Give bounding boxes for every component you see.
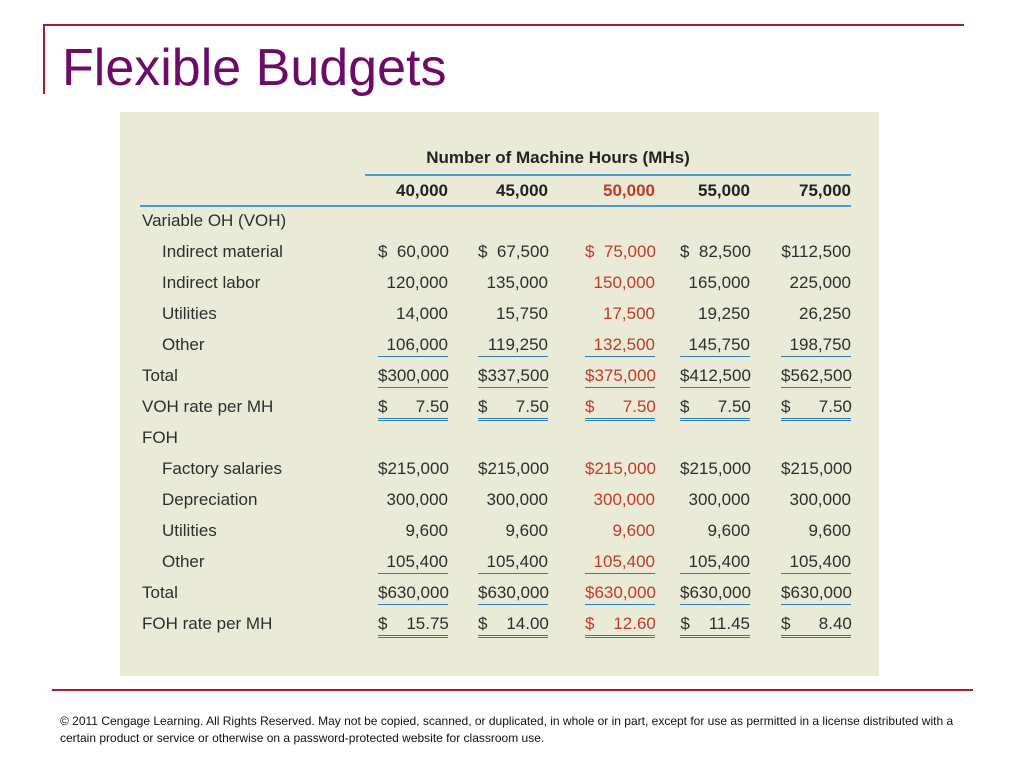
table-cell: 132,500	[585, 334, 655, 357]
row-label: Other	[162, 552, 205, 571]
table-cell: 300,000	[486, 490, 548, 509]
table-cell: 17,500	[603, 304, 655, 323]
title-left-rule	[43, 24, 45, 94]
table-cell: $ 12.60	[585, 613, 656, 638]
table-cell: $ 7.50	[478, 396, 549, 421]
table-cell: $215,000	[680, 459, 751, 478]
table-cell: 300,000	[789, 490, 851, 509]
table-cell: $375,000	[585, 365, 656, 388]
table-cell: $412,500	[680, 365, 751, 388]
table-cell: 119,250	[478, 334, 548, 357]
row-label: Other	[162, 335, 205, 354]
row-label: VOH rate per MH	[142, 397, 274, 416]
column-header: 75,000	[799, 181, 851, 200]
column-header: 40,000	[396, 181, 448, 200]
row-label: Total	[142, 366, 178, 385]
table-cell: 9,600	[707, 521, 750, 540]
table-cell: 300,000	[688, 490, 750, 509]
row-label: Variable OH (VOH)	[142, 211, 287, 230]
table-cell: $215,000	[378, 459, 449, 478]
table-cell: $562,500	[781, 365, 852, 388]
table-cell: $ 7.50	[781, 396, 852, 421]
row-label: Indirect labor	[162, 273, 261, 292]
copyright-footer: © 2011 Cengage Learning. All Rights Rese…	[60, 714, 954, 745]
table-cell: $215,000	[585, 459, 656, 478]
row-label: Factory salaries	[162, 459, 282, 478]
table-cell: 225,000	[789, 273, 851, 292]
header-rule-top	[365, 174, 851, 176]
table-cell: 150,000	[593, 273, 655, 292]
row-label: FOH rate per MH	[142, 614, 273, 633]
table-cell: $337,500	[478, 365, 549, 388]
table-cell: $215,000	[478, 459, 549, 478]
table-cell: 135,000	[486, 273, 548, 292]
table-cell: 26,250	[799, 304, 851, 323]
table-cell: 19,250	[698, 304, 750, 323]
row-label: Indirect material	[162, 242, 283, 261]
header-rule-bottom	[140, 205, 851, 207]
table-cell: 9,600	[612, 521, 655, 540]
flexible-budget-table: Number of Machine Hours (MHs) 40,000 45,00…	[120, 112, 879, 676]
row-label: Total	[142, 583, 178, 602]
table-cell: 165,000	[688, 273, 750, 292]
table-cell: $630,000	[680, 582, 751, 605]
table-cell: 105,400	[478, 551, 548, 574]
table-cell: 145,750	[680, 334, 750, 357]
table-cell: $ 14.00	[478, 613, 549, 638]
column-header: 55,000	[698, 181, 750, 200]
table-cell: $630,000	[585, 582, 656, 605]
table-cell: 105,400	[378, 551, 448, 574]
column-header: 45,000	[496, 181, 548, 200]
table-cell: $112,500	[781, 242, 851, 261]
table-cell: $ 8.40	[781, 613, 852, 638]
slide-title: Flexible Budgets	[62, 39, 447, 97]
table-cell: $ 7.50	[680, 396, 751, 421]
table-cell: 105,400	[781, 551, 851, 574]
column-header: 50,000	[603, 181, 655, 200]
table-cell: $ 7.50	[378, 396, 449, 421]
table-cell: 9,600	[505, 521, 548, 540]
row-label: Depreciation	[162, 490, 258, 509]
table-cell: $ 11.45	[680, 613, 750, 638]
row-label: FOH	[142, 428, 178, 447]
table-cell: 9,600	[808, 521, 851, 540]
table-cell: 105,400	[585, 551, 655, 574]
table-cell: $ 75,000	[585, 242, 656, 261]
table-cell: $630,000	[478, 582, 549, 605]
table-cell: $630,000	[781, 582, 852, 605]
table-cell: $ 67,500	[478, 242, 549, 261]
table-cell: 105,400	[680, 551, 750, 574]
table-cell: 15,750	[496, 304, 548, 323]
table-cell: 198,750	[781, 334, 851, 357]
table-header-title: Number of Machine Hours (MHs)	[426, 148, 690, 167]
table-cell: 300,000	[593, 490, 655, 509]
table-cell: $ 60,000	[378, 242, 449, 261]
footer-rule	[52, 689, 973, 691]
table-cell: 120,000	[386, 273, 448, 292]
table-cell: 9,600	[405, 521, 448, 540]
table-cell: $215,000	[781, 459, 852, 478]
table-cell: $ 15.75	[378, 613, 449, 638]
table-cell: $ 82,500	[680, 242, 751, 261]
table-cell: $ 7.50	[585, 396, 656, 421]
table-cell: 14,000	[396, 304, 448, 323]
row-label: Utilities	[162, 304, 217, 323]
table-cell: $630,000	[378, 582, 449, 605]
table-cell: 106,000	[378, 334, 448, 357]
table-cell: $300,000	[378, 365, 449, 388]
row-label: Utilities	[162, 521, 217, 540]
title-top-rule	[43, 24, 964, 26]
table-cell: 300,000	[386, 490, 448, 509]
